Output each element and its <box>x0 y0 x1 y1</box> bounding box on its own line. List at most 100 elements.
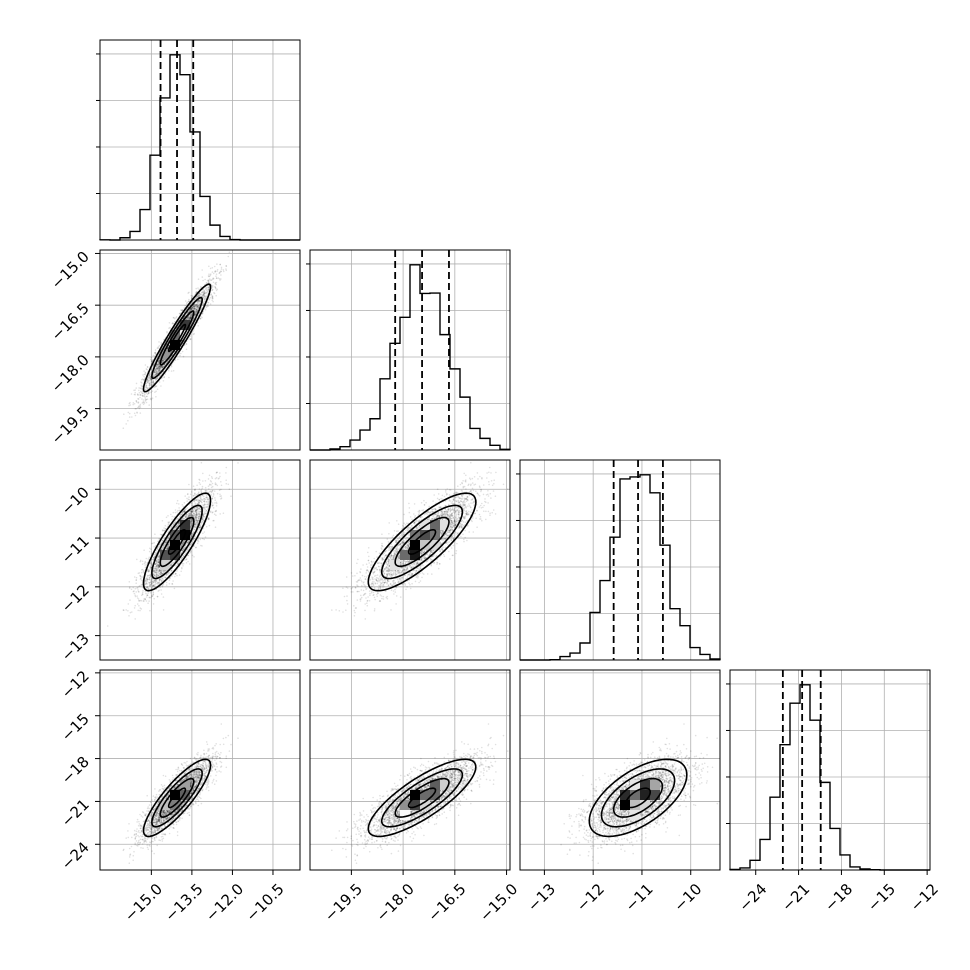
sample-point <box>158 365 160 367</box>
sample-point <box>149 609 151 612</box>
sample-point <box>200 315 202 318</box>
sample-point <box>207 288 209 291</box>
sample-point <box>157 368 159 370</box>
sample-point <box>150 378 153 381</box>
sample-point <box>158 565 160 567</box>
sample-point <box>196 295 199 297</box>
sample-point <box>154 352 156 354</box>
sample-point <box>164 527 167 530</box>
sample-point <box>142 379 145 381</box>
sample-point <box>171 322 174 324</box>
sample-point <box>150 380 153 383</box>
sample-point <box>159 367 162 370</box>
sample-point <box>174 320 176 323</box>
sample-point <box>145 398 147 401</box>
sample-point <box>155 366 157 368</box>
sample-point <box>207 289 210 292</box>
sample-point <box>220 268 223 270</box>
sample-point <box>208 286 210 289</box>
sample-point <box>197 294 199 296</box>
sample-point <box>197 307 199 310</box>
sample-point <box>147 574 149 577</box>
sample-point <box>146 395 148 398</box>
sample-point <box>199 538 202 541</box>
sample-point <box>160 365 163 367</box>
sample-point <box>191 307 193 309</box>
sample-point <box>155 385 158 387</box>
sample-point <box>151 359 153 362</box>
sample-point <box>214 286 217 289</box>
sample-point <box>183 307 185 309</box>
sample-point <box>151 383 153 386</box>
sample-point <box>222 270 225 273</box>
sample-point <box>205 292 207 294</box>
sample-point <box>195 304 197 307</box>
sample-point <box>172 322 175 325</box>
sample-point <box>128 412 131 415</box>
sample-point <box>155 370 158 372</box>
sample-point <box>155 372 157 374</box>
sample-point <box>146 368 148 371</box>
sample-point <box>197 296 199 298</box>
sample-point <box>195 303 198 306</box>
sample-point <box>186 500 188 502</box>
sample-point <box>161 366 164 369</box>
sample-point <box>207 286 210 289</box>
panel-frame <box>729 669 931 871</box>
sample-point <box>199 498 202 500</box>
sample-point <box>175 316 178 318</box>
sample-point <box>158 367 161 370</box>
sample-point <box>145 384 148 387</box>
sample-point <box>207 478 210 480</box>
sample-point <box>157 366 159 369</box>
sample-point <box>203 298 206 301</box>
sample-point <box>193 314 196 317</box>
sample-point <box>165 539 168 542</box>
sample-point <box>193 298 196 301</box>
sample-point <box>198 299 200 302</box>
sample-point <box>208 275 211 278</box>
sample-point <box>189 308 192 311</box>
sample-point <box>188 546 191 548</box>
sample-point <box>140 391 143 394</box>
sample-point <box>139 393 142 396</box>
sample-point <box>215 287 217 290</box>
sample-point <box>225 265 227 267</box>
sample-point <box>201 312 204 315</box>
sample-point <box>204 298 206 301</box>
sample-point <box>204 309 207 311</box>
sample-point <box>155 566 158 568</box>
sample-point <box>158 368 160 370</box>
sample-point <box>155 373 158 376</box>
sample-point <box>154 374 156 377</box>
sample-point <box>161 366 164 369</box>
sample-point <box>161 360 163 363</box>
sample-point <box>156 388 159 391</box>
sample-point <box>127 603 130 605</box>
sample-point <box>181 309 183 312</box>
sample-point <box>220 266 223 269</box>
sample-point <box>192 306 195 309</box>
sample-point <box>181 350 184 353</box>
sample-point <box>190 308 192 310</box>
sample-point <box>215 514 217 516</box>
sample-point <box>192 300 195 302</box>
sample-point <box>138 389 140 392</box>
sample-point <box>146 378 149 381</box>
sample-point <box>161 529 164 531</box>
sample-point <box>201 295 204 298</box>
sample-point <box>159 366 162 369</box>
sample-point <box>158 366 160 369</box>
sample-point <box>196 310 198 312</box>
sample-point <box>139 390 142 393</box>
sample-point <box>187 311 189 314</box>
sample-point <box>163 376 166 378</box>
sample-point <box>155 571 158 574</box>
sample-point <box>148 374 150 377</box>
sample-point <box>133 403 136 405</box>
sample-point <box>185 343 188 345</box>
sample-point <box>205 305 207 308</box>
sample-point <box>144 399 147 401</box>
sample-point <box>195 310 198 313</box>
sample-point <box>160 365 163 367</box>
